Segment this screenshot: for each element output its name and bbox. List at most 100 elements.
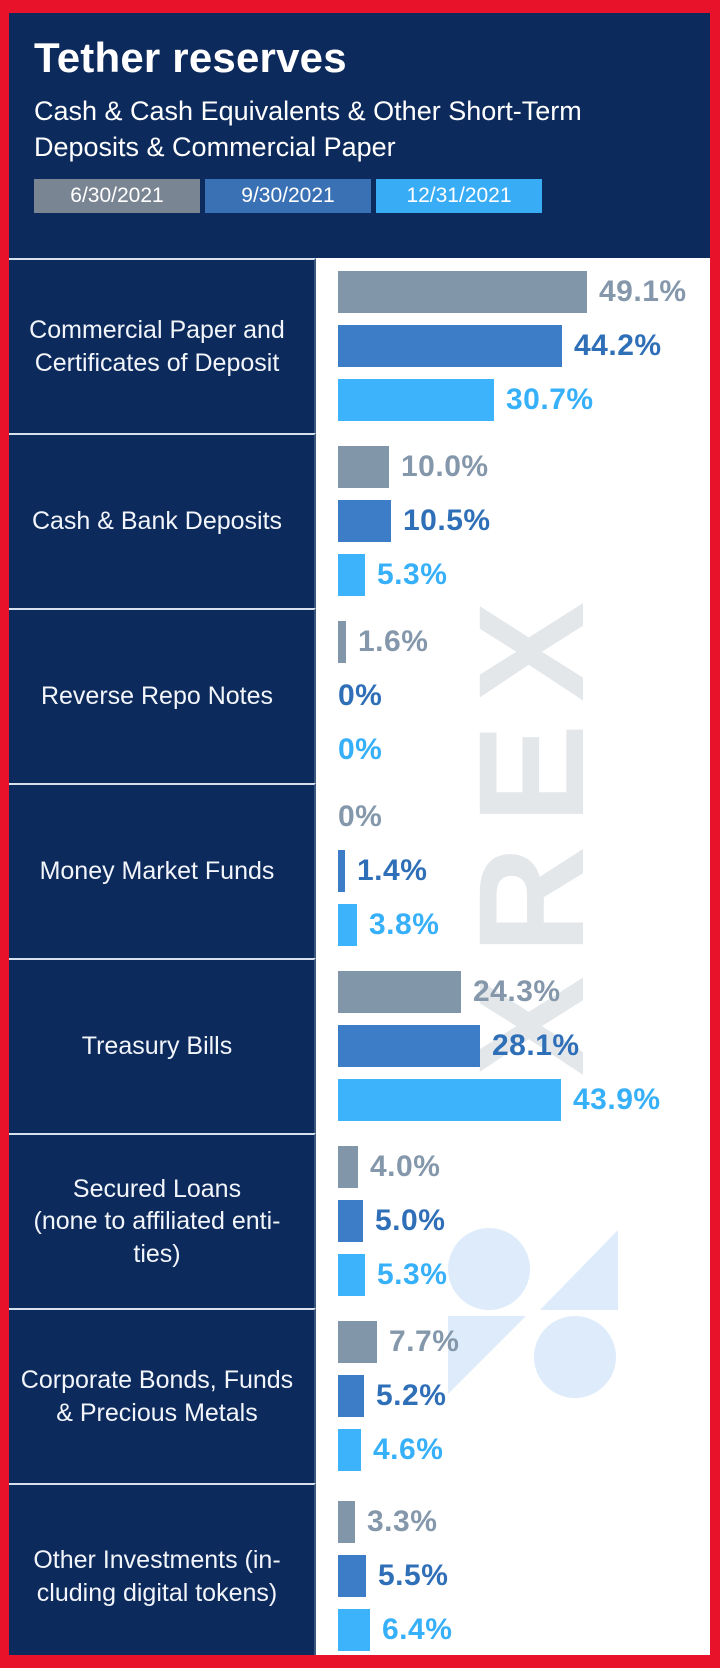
page-subtitle: Cash & Cash Equivalents & Other Short-Te… bbox=[34, 96, 582, 162]
bar-line: 4.0% bbox=[338, 1145, 720, 1188]
bar-6/30/2021 bbox=[338, 270, 587, 313]
bar-line: 30.7% bbox=[338, 378, 720, 421]
bar-group: 24.3% 28.1% 43.9% bbox=[316, 958, 720, 1133]
bar-9/30/2021 bbox=[338, 1199, 363, 1242]
bar-line: 1.4% bbox=[338, 849, 720, 892]
bar-6/30/2021 bbox=[338, 970, 461, 1013]
bar-group: 3.3% 5.5% 6.4% bbox=[316, 1483, 720, 1668]
bar-line: 49.1% bbox=[338, 270, 720, 313]
value-label: 24.3% bbox=[473, 974, 561, 1008]
bar-12/31/2021 bbox=[338, 553, 365, 596]
category-cell: Treasury Bills bbox=[0, 958, 316, 1133]
bar-line: 0% bbox=[338, 796, 720, 838]
bar-line: 5.0% bbox=[338, 1199, 720, 1242]
value-label: 5.3% bbox=[377, 1257, 448, 1291]
bar-line: 24.3% bbox=[338, 970, 720, 1013]
value-label: 7.7% bbox=[389, 1324, 460, 1358]
category-cell: Secured Loans (none to affiliated enti- … bbox=[0, 1133, 316, 1308]
chart-row: Secured Loans (none to affiliated enti- … bbox=[0, 1133, 720, 1308]
category-label: Reverse Repo Notes bbox=[40, 682, 274, 711]
category-cell: Money Market Funds bbox=[0, 783, 316, 958]
chart-rows: Commercial Paper and Certificates of Dep… bbox=[0, 258, 720, 1668]
bar-line: 5.5% bbox=[338, 1554, 720, 1597]
value-label: 1.6% bbox=[358, 624, 429, 658]
value-label: 5.2% bbox=[376, 1378, 447, 1412]
category-label: Treasury Bills bbox=[81, 1032, 233, 1061]
value-label: 3.3% bbox=[367, 1504, 438, 1538]
category-label: Money Market Funds bbox=[39, 857, 275, 886]
bar-line: 1.6% bbox=[338, 620, 720, 663]
category-cell: Reverse Repo Notes bbox=[0, 608, 316, 783]
bar-group: 1.6% 0% 0% bbox=[316, 608, 720, 783]
legend-button-9/30/2021[interactable]: 9/30/2021 bbox=[205, 178, 371, 213]
bar-6/30/2021 bbox=[338, 1500, 355, 1543]
bar-9/30/2021 bbox=[338, 499, 391, 542]
bar-line: 7.7% bbox=[338, 1320, 720, 1363]
bar-line: 10.5% bbox=[338, 499, 720, 542]
value-label: 0% bbox=[338, 678, 383, 712]
bar-12/31/2021 bbox=[338, 903, 357, 946]
bar-line: 5.2% bbox=[338, 1374, 720, 1417]
bar-line: 10.0% bbox=[338, 445, 720, 488]
bar-group: 7.7% 5.2% 4.6% bbox=[316, 1308, 720, 1483]
bar-line: 43.9% bbox=[338, 1078, 720, 1121]
legend: 6/30/2021 9/30/2021 12/31/2021 bbox=[34, 178, 720, 213]
value-label: 49.1% bbox=[599, 274, 687, 308]
category-label: Secured Loans (none to affiliated enti- … bbox=[33, 1174, 281, 1268]
category-label: Commercial Paper and Certificates of Dep… bbox=[29, 316, 285, 377]
value-label: 1.4% bbox=[357, 853, 428, 887]
bar-line: 28.1% bbox=[338, 1024, 720, 1067]
value-label: 6.4% bbox=[382, 1612, 453, 1646]
value-label: 5.3% bbox=[377, 557, 448, 591]
value-label: 0% bbox=[338, 732, 383, 766]
chart-row: Other Investments (in- cluding digital t… bbox=[0, 1483, 720, 1668]
category-label: Corporate Bonds, Funds & Precious Metals bbox=[20, 1366, 294, 1427]
value-label: 0% bbox=[338, 799, 383, 833]
category-label: Cash & Bank Deposits bbox=[31, 507, 283, 536]
chart-row: Cash & Bank Deposits 10.0% 10.5% 5.3% bbox=[0, 433, 720, 608]
bar-group: 4.0% 5.0% 5.3% bbox=[316, 1133, 720, 1308]
bar-line: 44.2% bbox=[338, 324, 720, 367]
value-label: 3.8% bbox=[369, 907, 440, 941]
value-label: 4.6% bbox=[373, 1432, 444, 1466]
value-label: 28.1% bbox=[492, 1028, 580, 1062]
chart-row: Treasury Bills 24.3% 28.1% 43.9% bbox=[0, 958, 720, 1133]
value-label: 43.9% bbox=[573, 1082, 661, 1116]
bar-line: 5.3% bbox=[338, 553, 720, 596]
bar-group: 0% 1.4% 3.8% bbox=[316, 783, 720, 958]
value-label: 30.7% bbox=[506, 382, 594, 416]
bar-6/30/2021 bbox=[338, 620, 346, 663]
chart-row: Money Market Funds 0% 1.4% 3.8% bbox=[0, 783, 720, 958]
bar-12/31/2021 bbox=[338, 1428, 361, 1471]
chart-row: Reverse Repo Notes 1.6% 0% 0% bbox=[0, 608, 720, 783]
bar-group: 10.0% 10.5% 5.3% bbox=[316, 433, 720, 608]
value-label: 10.0% bbox=[401, 449, 489, 483]
bar-9/30/2021 bbox=[338, 1024, 480, 1067]
bar-9/30/2021 bbox=[338, 1374, 364, 1417]
bar-group: 49.1% 44.2% 30.7% bbox=[316, 258, 720, 433]
bar-line: 4.6% bbox=[338, 1428, 720, 1471]
bar-line: 3.3% bbox=[338, 1500, 720, 1543]
category-cell: Corporate Bonds, Funds & Precious Metals bbox=[0, 1308, 316, 1483]
bar-12/31/2021 bbox=[338, 1078, 561, 1121]
bar-line: 0% bbox=[338, 675, 720, 717]
value-label: 44.2% bbox=[574, 328, 662, 362]
bar-6/30/2021 bbox=[338, 1145, 358, 1188]
legend-button-6/30/2021[interactable]: 6/30/2021 bbox=[34, 178, 200, 213]
category-cell: Other Investments (in- cluding digital t… bbox=[0, 1483, 316, 1668]
bar-6/30/2021 bbox=[338, 1320, 377, 1363]
bar-line: 6.4% bbox=[338, 1608, 720, 1651]
bar-9/30/2021 bbox=[338, 849, 345, 892]
header: Tether reserves Cash & Cash Equivalents … bbox=[0, 0, 720, 258]
bar-line: 0% bbox=[338, 729, 720, 771]
category-cell: Commercial Paper and Certificates of Dep… bbox=[0, 258, 316, 433]
value-label: 10.5% bbox=[403, 503, 491, 537]
value-label: 4.0% bbox=[370, 1149, 441, 1183]
page-title: Tether reserves bbox=[34, 34, 347, 81]
bar-line: 5.3% bbox=[338, 1253, 720, 1296]
chart-row: Corporate Bonds, Funds & Precious Metals… bbox=[0, 1308, 720, 1483]
legend-button-12/31/2021[interactable]: 12/31/2021 bbox=[376, 178, 542, 213]
bar-9/30/2021 bbox=[338, 324, 562, 367]
category-cell: Cash & Bank Deposits bbox=[0, 433, 316, 608]
bar-12/31/2021 bbox=[338, 378, 494, 421]
